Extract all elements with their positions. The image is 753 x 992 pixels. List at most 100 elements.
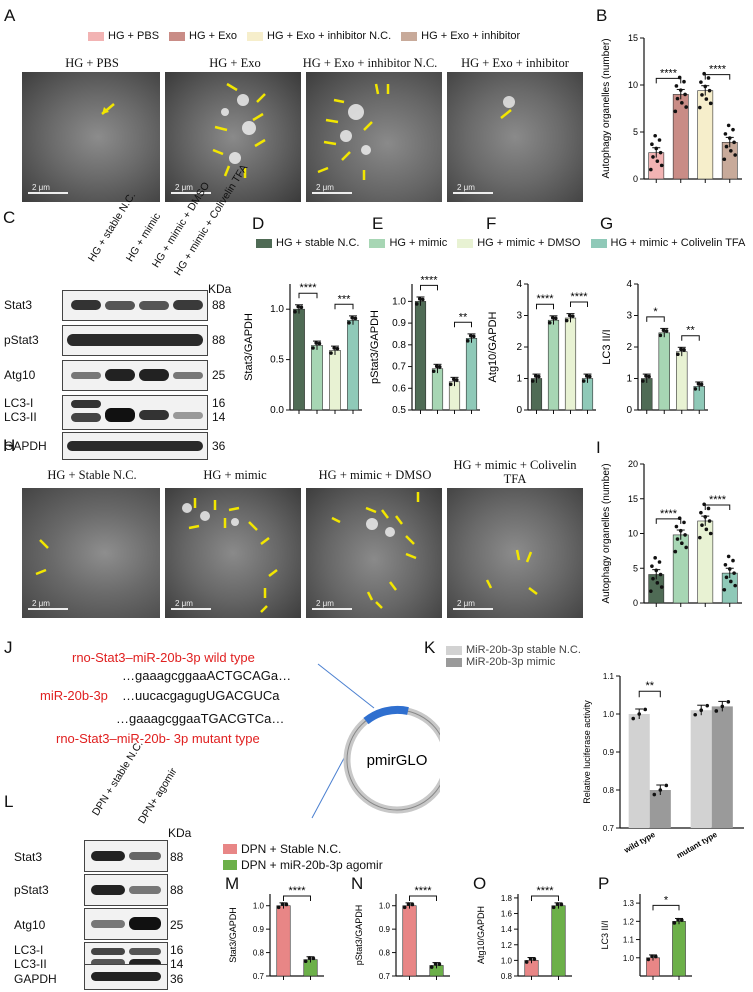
legend-swatch	[401, 31, 418, 41]
bar	[402, 905, 417, 977]
data-point	[658, 150, 663, 155]
significance-bracket	[409, 895, 437, 901]
wb-l-row-stat3: Stat3	[14, 850, 43, 864]
data-point	[553, 316, 558, 321]
wb-l-kda-4: 16	[170, 943, 184, 957]
em-image-hg-exo: 2 μm	[165, 72, 301, 202]
y-axis-label: pStat3/GAPDH	[354, 905, 364, 966]
y-tick-label: 3	[516, 311, 522, 322]
y-tick-label: 0.7	[379, 972, 391, 981]
data-point	[722, 157, 727, 162]
data-point	[420, 297, 425, 302]
chart-f: 0 1 2 3 4 Atg10/GAPDH **** ****	[487, 279, 596, 416]
y-tick-label: 1.0	[392, 296, 406, 307]
y-tick-label: 10	[628, 529, 638, 539]
significance-label: ****	[709, 64, 727, 76]
wb-c-blot-gapdh	[62, 432, 208, 460]
data-point	[678, 528, 683, 533]
em-image-hg-exo-inhnc: 2 μm	[306, 72, 442, 202]
y-axis-label: pStat3/GAPDH	[369, 310, 381, 384]
y-tick-label: 3	[626, 311, 632, 322]
data-point	[437, 365, 442, 369]
arrow-icon-set	[317, 83, 390, 180]
data-point	[651, 576, 655, 581]
data-point	[293, 309, 297, 314]
panel-label-m: M	[225, 874, 240, 893]
significance-bracket	[704, 504, 731, 510]
data-point	[468, 333, 473, 338]
y-axis-label: Atg10/GAPDH	[476, 906, 486, 964]
plasmid-label: pmirGLO	[367, 752, 428, 769]
wb-l-kda-1: 88	[170, 850, 184, 864]
wb-l-blot-stat3	[84, 840, 168, 872]
wb-c-kda-6: 36	[212, 439, 226, 453]
data-point	[567, 313, 572, 318]
data-point	[664, 329, 669, 333]
wb-c-kda-4: 16	[212, 396, 226, 410]
data-point	[693, 712, 698, 717]
data-point	[731, 127, 735, 132]
y-tick-label: 0.7	[603, 824, 615, 833]
data-point	[317, 341, 322, 346]
em-h-title-3: HG + mimic + DMSO	[318, 468, 432, 482]
data-point	[284, 902, 289, 907]
bar	[658, 332, 670, 411]
data-point	[451, 377, 456, 382]
significance-bracket	[655, 518, 682, 524]
x-tick-label: mutant type	[675, 830, 719, 861]
arrow-icon-set	[331, 492, 420, 609]
y-tick-label: 1.8	[501, 894, 513, 903]
data-point	[658, 333, 663, 338]
data-point	[714, 709, 719, 713]
data-point	[676, 917, 680, 922]
data-point	[674, 84, 679, 88]
em-a-title-1: HG + PBS	[65, 56, 119, 70]
panel-label-i: I	[596, 438, 601, 457]
data-point	[679, 918, 684, 922]
panel-label-j: J	[4, 638, 13, 657]
data-point	[643, 707, 648, 712]
data-point	[673, 549, 678, 554]
data-point	[672, 921, 677, 925]
y-tick-label: 1.0	[379, 902, 391, 911]
significance-label: ****	[299, 282, 317, 294]
significance-bracket	[420, 284, 438, 291]
data-point	[708, 531, 713, 536]
data-point	[647, 374, 651, 379]
y-tick-label: 0.8	[253, 949, 265, 958]
wb-c-blot-stat3	[62, 290, 208, 321]
data-point	[587, 374, 592, 379]
y-tick-label: 0	[633, 598, 638, 608]
significance-label: ****	[709, 494, 727, 506]
bar	[676, 351, 688, 411]
data-point	[682, 79, 686, 84]
data-point	[350, 315, 355, 320]
legend-a: HG + PBS HG + Exo HG + Exo + inhibitor N…	[88, 30, 520, 42]
y-tick-label: 1.2	[501, 941, 513, 950]
em-a-title-4: HG + Exo + inhibitor	[461, 56, 569, 70]
scale-label: 2 μm	[457, 183, 475, 192]
em-image-hg-pbs: 2 μm	[22, 72, 160, 202]
data-point	[555, 902, 560, 906]
data-point	[653, 556, 657, 560]
insert-segment	[363, 705, 409, 725]
significance-bracket	[334, 303, 354, 310]
data-point	[410, 902, 415, 907]
data-point	[564, 318, 569, 323]
data-point	[727, 567, 732, 571]
data-point	[652, 792, 657, 797]
data-point	[653, 954, 658, 959]
legend-a-label-4: HG + Exo + inhibitor	[421, 30, 521, 42]
bar	[581, 378, 594, 411]
y-tick-label: 1.0	[270, 304, 284, 315]
legend-mp-2: DPN + miR-20b-3p agomir	[223, 858, 383, 872]
western-blot-c: HG + stable N.C. HG + mimic HG + mimic +…	[0, 162, 250, 460]
data-point	[729, 579, 733, 584]
data-point	[433, 962, 438, 966]
bar	[329, 350, 341, 411]
data-point	[299, 305, 304, 310]
significance-label: ****	[660, 67, 678, 79]
em-image-hg-mimic: 2 μm	[165, 488, 301, 618]
wb-c-row-stat3: Stat3	[4, 298, 33, 312]
